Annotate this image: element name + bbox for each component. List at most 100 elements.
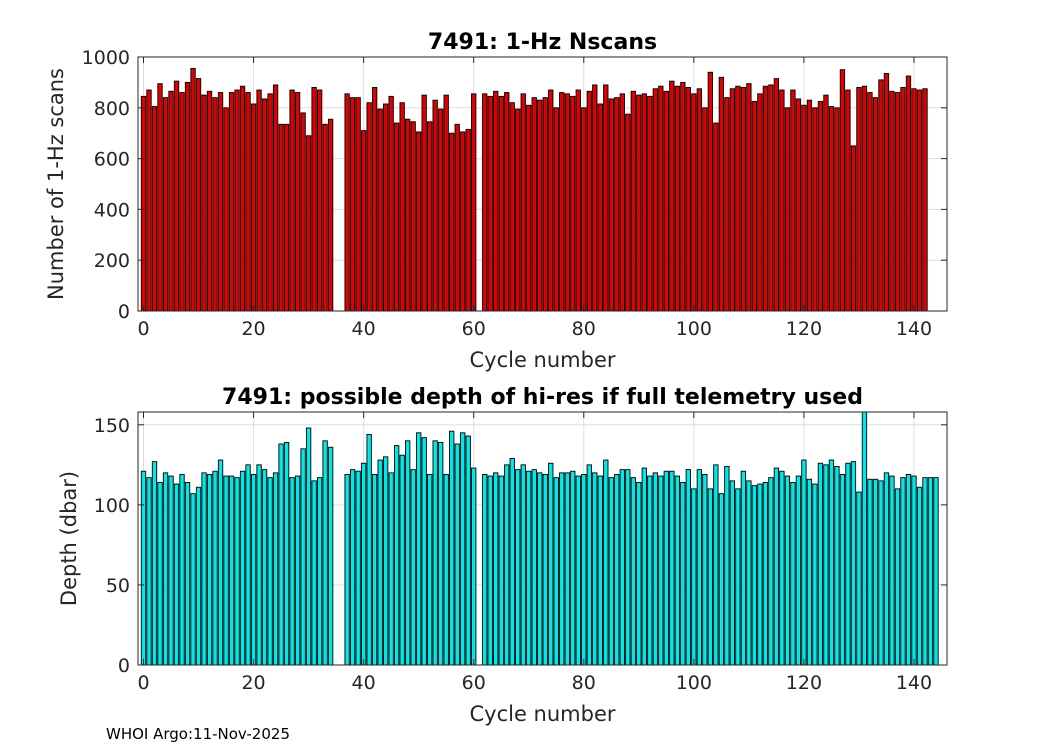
bar-cycle-98 — [680, 81, 686, 312]
x-axis-label: Cycle number — [469, 348, 615, 372]
bar-cycle-40 — [360, 462, 367, 666]
bar-cycle-66 — [504, 92, 510, 312]
bar-cycle-27 — [289, 89, 295, 312]
bar-cycle-1 — [146, 89, 152, 312]
bar-cycle-41 — [366, 433, 372, 666]
bar-cycle-11 — [201, 472, 207, 666]
bar-cycle-52 — [427, 473, 433, 666]
bar-cycle-90 — [636, 94, 642, 312]
y-tick-label: 600 — [94, 149, 130, 171]
bar-cycle-76 — [559, 472, 565, 666]
bar-cycle-43 — [377, 459, 383, 666]
bar-cycle-86 — [614, 97, 620, 312]
bar-cycle-112 — [757, 483, 763, 666]
bar-cycle-63 — [487, 475, 493, 666]
bar-cycle-37 — [344, 473, 350, 666]
bar-cycle-0 — [140, 470, 147, 666]
bar-cycle-75 — [553, 477, 559, 666]
bar-cycle-111 — [751, 100, 758, 312]
bar-cycle-131 — [861, 85, 868, 312]
bar-cycle-23 — [267, 477, 273, 666]
bar-cycle-24 — [272, 472, 279, 666]
bar-cycle-37 — [344, 93, 350, 312]
bar-cycle-78 — [570, 95, 576, 312]
bar-cycle-76 — [559, 92, 565, 312]
bar-cycle-50 — [416, 432, 422, 666]
bar-cycle-104 — [713, 464, 719, 666]
bar-cycle-3 — [157, 482, 163, 666]
bar-cycle-128 — [845, 462, 851, 666]
x-tick-label: 40 — [352, 318, 376, 340]
bar-cycle-97 — [674, 85, 680, 312]
bar-cycle-68 — [515, 469, 521, 666]
bar-cycle-47 — [399, 102, 405, 312]
bar-cycle-33 — [322, 123, 328, 312]
bar-cycle-130 — [856, 491, 862, 666]
bar-cycle-140 — [911, 88, 917, 312]
y-tick-label: 800 — [94, 98, 130, 120]
bar-cycle-124 — [823, 94, 829, 312]
bar-cycle-118 — [790, 89, 796, 312]
bar-cycle-66 — [504, 464, 510, 666]
bar-cycle-88 — [625, 469, 631, 666]
bar-cycle-18 — [239, 85, 246, 312]
bar-cycle-25 — [278, 123, 284, 312]
bar-cycle-106 — [724, 97, 730, 312]
bar-cycle-86 — [614, 473, 620, 666]
bar-cycle-31 — [311, 480, 317, 666]
bar-cycle-41 — [366, 102, 372, 312]
bar-cycle-102 — [702, 473, 708, 666]
bar-cycle-88 — [625, 113, 631, 312]
bar-cycle-84 — [603, 84, 609, 312]
bar-cycle-100 — [691, 93, 697, 312]
y-tick-label: 0 — [118, 301, 130, 323]
x-tick-label: 80 — [572, 318, 596, 340]
y-tick-label: 150 — [94, 415, 130, 437]
bar-cycle-26 — [283, 441, 290, 666]
bar-cycle-94 — [658, 475, 664, 666]
bar-cycle-16 — [228, 92, 235, 312]
bar-cycle-85 — [608, 98, 614, 312]
bar-cycle-34 — [327, 118, 334, 312]
bar-cycle-13 — [212, 470, 218, 666]
bar-cycle-136 — [889, 475, 895, 666]
bar-cycle-115 — [773, 467, 780, 666]
bar-cycle-114 — [768, 84, 774, 312]
y-tick-label: 1000 — [82, 47, 130, 69]
bar-cycle-29 — [300, 448, 306, 666]
bar-cycle-109 — [740, 87, 747, 312]
y-tick-label: 100 — [94, 495, 130, 517]
bar-cycle-139 — [905, 473, 912, 666]
bar-cycle-39 — [355, 470, 361, 666]
bar-cycle-24 — [272, 84, 279, 312]
x-tick-label: 0 — [137, 672, 149, 694]
bar-cycle-101 — [696, 469, 702, 666]
bar-cycle-46 — [394, 445, 400, 666]
bar-cycle-99 — [685, 469, 691, 666]
bar-cycle-138 — [900, 477, 906, 666]
bar-cycle-114 — [768, 477, 774, 666]
bar-cycle-117 — [784, 107, 791, 312]
bar-cycle-67 — [509, 457, 515, 666]
bar-cycle-120 — [801, 459, 807, 666]
bar-cycle-107 — [729, 480, 736, 666]
bar-cycle-62 — [482, 93, 488, 312]
chart-1: 0 20 40 60 80 100 120 140 0 200 400 600 800 1000 7491:… — [44, 30, 948, 372]
bar-cycle-55 — [443, 94, 449, 312]
bar-cycle-111 — [751, 485, 758, 666]
bar-cycle-4 — [162, 97, 169, 312]
bar-cycle-100 — [691, 488, 697, 666]
bar-cycle-121 — [806, 99, 813, 312]
bar-cycle-82 — [592, 84, 598, 312]
bar-cycle-60 — [471, 467, 477, 666]
bar-cycle-12 — [206, 90, 213, 312]
bar-cycle-134 — [878, 480, 884, 666]
bar-cycle-65 — [498, 95, 504, 312]
bar-cycle-133 — [872, 97, 879, 312]
bar-cycle-102 — [702, 107, 708, 312]
chart-title: 7491: 1-Hz Nscans — [428, 30, 657, 55]
bar-cycle-79 — [575, 475, 581, 666]
bar-cycle-60 — [471, 93, 477, 312]
bar-cycle-75 — [553, 107, 559, 312]
